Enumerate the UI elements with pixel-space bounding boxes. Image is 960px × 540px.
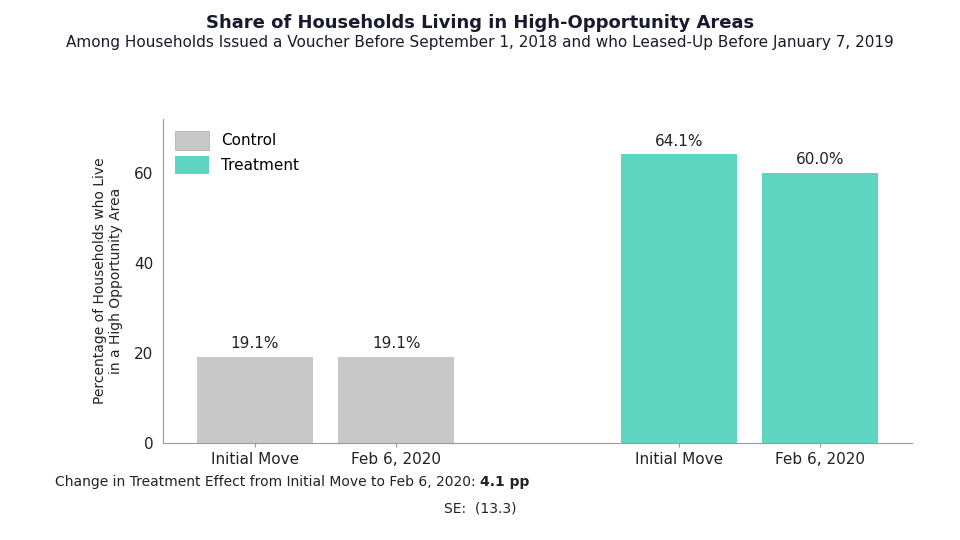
Text: 19.1%: 19.1%	[372, 336, 420, 352]
Text: Among Households Issued a Voucher Before September 1, 2018 and who Leased-Up Bef: Among Households Issued a Voucher Before…	[66, 35, 894, 50]
Bar	[197, 357, 313, 443]
Text: 60.0%: 60.0%	[796, 152, 845, 167]
Bar	[338, 357, 454, 443]
Legend: Control, Treatment: Control, Treatment	[171, 126, 303, 179]
Text: SE:  (13.3): SE: (13.3)	[444, 502, 516, 516]
Text: 4.1 pp: 4.1 pp	[480, 475, 529, 489]
Y-axis label: Percentage of Households who Live
in a High Opportunity Area: Percentage of Households who Live in a H…	[93, 158, 123, 404]
Bar	[762, 173, 878, 443]
Bar	[621, 154, 737, 443]
Text: 19.1%: 19.1%	[230, 336, 279, 352]
Text: 64.1%: 64.1%	[655, 134, 703, 149]
Text: Change in Treatment Effect from Initial Move to Feb 6, 2020:: Change in Treatment Effect from Initial …	[55, 475, 480, 489]
Text: Share of Households Living in High-Opportunity Areas: Share of Households Living in High-Oppor…	[206, 14, 754, 31]
